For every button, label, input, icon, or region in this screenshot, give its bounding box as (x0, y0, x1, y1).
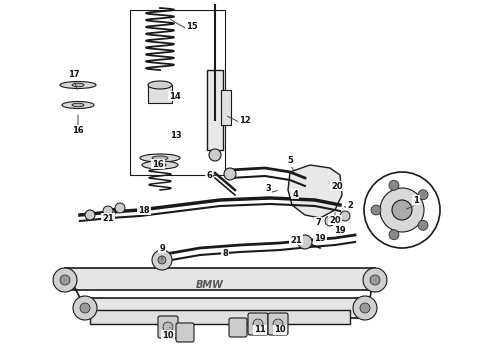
Text: 17: 17 (68, 69, 80, 78)
Text: 11: 11 (254, 325, 266, 334)
Circle shape (370, 275, 380, 285)
Circle shape (298, 235, 312, 249)
Circle shape (209, 149, 221, 161)
Ellipse shape (148, 81, 172, 89)
Text: 4: 4 (292, 189, 298, 198)
Circle shape (340, 211, 350, 221)
Circle shape (380, 188, 424, 232)
Circle shape (53, 268, 77, 292)
Circle shape (115, 203, 125, 213)
Bar (148, 85, 172, 103)
Circle shape (371, 205, 381, 215)
Text: BMW: BMW (196, 280, 224, 290)
Ellipse shape (60, 81, 96, 89)
Ellipse shape (152, 156, 168, 160)
Text: 16: 16 (152, 159, 164, 168)
Text: 10: 10 (274, 325, 286, 334)
Text: 16: 16 (72, 126, 84, 135)
FancyBboxPatch shape (158, 316, 178, 338)
Text: 20: 20 (329, 216, 341, 225)
Text: 2: 2 (347, 201, 353, 210)
FancyBboxPatch shape (80, 298, 370, 318)
Circle shape (392, 200, 412, 220)
Text: 9: 9 (159, 243, 165, 252)
FancyBboxPatch shape (176, 323, 194, 342)
Polygon shape (288, 165, 342, 218)
Circle shape (73, 296, 97, 320)
Circle shape (224, 168, 236, 180)
Circle shape (85, 210, 95, 220)
Text: 18: 18 (138, 206, 150, 215)
Bar (130, 10, 225, 175)
Circle shape (363, 268, 387, 292)
Circle shape (418, 190, 428, 200)
Text: 10: 10 (162, 330, 174, 339)
Text: 8: 8 (222, 249, 228, 258)
FancyBboxPatch shape (229, 318, 247, 337)
FancyBboxPatch shape (268, 313, 288, 335)
Circle shape (389, 230, 399, 240)
Text: 6: 6 (206, 171, 212, 180)
Ellipse shape (154, 163, 166, 167)
Circle shape (80, 303, 90, 313)
Circle shape (325, 216, 335, 226)
Text: 1: 1 (413, 195, 419, 204)
Text: 15: 15 (186, 22, 198, 31)
Circle shape (60, 275, 70, 285)
Text: 5: 5 (287, 156, 293, 165)
Text: 21: 21 (102, 213, 114, 222)
Text: 3: 3 (265, 184, 271, 193)
Text: 13: 13 (170, 131, 182, 140)
Circle shape (273, 319, 283, 329)
Circle shape (360, 303, 370, 313)
FancyBboxPatch shape (248, 313, 268, 335)
Circle shape (152, 250, 172, 270)
Text: 20: 20 (331, 181, 343, 190)
Circle shape (353, 296, 377, 320)
Bar (207, 70, 223, 150)
Text: 19: 19 (334, 225, 346, 234)
Text: 19: 19 (314, 234, 326, 243)
Text: 12: 12 (239, 116, 251, 125)
Text: 14: 14 (169, 91, 181, 100)
Ellipse shape (142, 161, 178, 169)
Circle shape (103, 206, 113, 216)
Circle shape (253, 319, 263, 329)
Ellipse shape (72, 103, 84, 107)
Ellipse shape (62, 102, 94, 108)
Circle shape (418, 220, 428, 230)
Circle shape (389, 180, 399, 190)
Text: 21: 21 (290, 235, 302, 244)
FancyBboxPatch shape (90, 310, 350, 324)
Circle shape (163, 322, 173, 332)
Circle shape (158, 256, 166, 264)
Text: 7: 7 (315, 217, 321, 226)
Ellipse shape (72, 83, 84, 87)
FancyBboxPatch shape (65, 268, 375, 290)
Ellipse shape (140, 154, 180, 162)
Circle shape (105, 208, 115, 218)
Bar (221, 90, 231, 125)
